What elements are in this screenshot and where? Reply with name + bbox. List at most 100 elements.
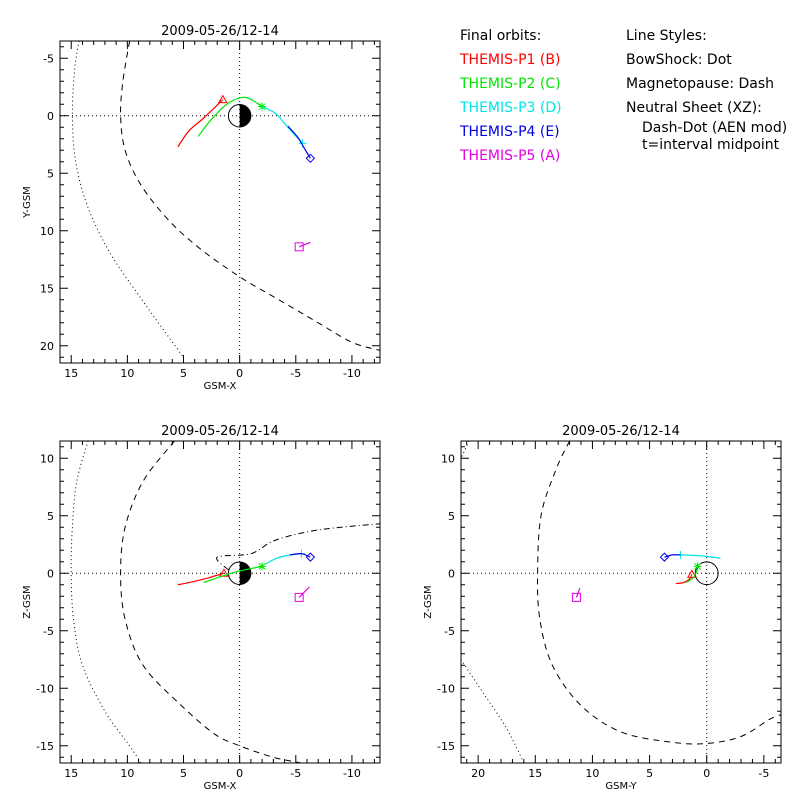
y-axis-label: Z-GSM — [423, 585, 434, 618]
orbit-marker-square — [294, 592, 304, 602]
orbit-marker-triangle — [217, 94, 228, 104]
legend-probe-p5: THEMIS-P5 (A) — [460, 148, 561, 164]
orbit-line-p4 — [287, 125, 311, 159]
orbit-marker-diamond — [659, 552, 670, 562]
y-tick-label: 10 — [40, 452, 54, 465]
x-tick-label: 5 — [180, 767, 187, 780]
x-tick-label: 10 — [585, 767, 599, 780]
y-tick-label: 5 — [448, 510, 455, 523]
magnetopause-line — [537, 441, 781, 745]
legend-probe-p3: THEMIS-P3 (D) — [460, 100, 562, 116]
final-orbits-title: Final orbits: — [460, 28, 542, 44]
y-tick-label: -5 — [43, 625, 54, 638]
earth-circle — [227, 561, 252, 585]
x-tick-label: 0 — [236, 767, 243, 780]
x-tick-label: 5 — [180, 367, 187, 380]
orbit-line-p2 — [197, 96, 263, 137]
orbit-marker-diamond — [305, 552, 316, 562]
style-neutral-sheet-detail: Dash-Dot (AEN mod) — [642, 120, 788, 136]
x-axis-label: GSM-X — [204, 381, 237, 392]
y-tick-label: 0 — [47, 567, 54, 580]
y-tick-label: 15 — [40, 282, 54, 295]
x-tick-label: 0 — [236, 367, 243, 380]
legend-probe-p4: THEMIS-P4 (E) — [460, 124, 560, 140]
magnetopause-line — [120, 441, 302, 763]
legend-probe-p2: THEMIS-P2 (C) — [460, 76, 561, 92]
bow-shock-line — [461, 659, 525, 763]
x-tick-label: -10 — [343, 767, 361, 780]
x-tick-label: 10 — [120, 367, 134, 380]
plot-frame — [59, 440, 381, 764]
orbit-line-p5 — [575, 587, 581, 598]
orbit-line-p4 — [290, 553, 311, 558]
style-time-note: t=interval midpoint — [642, 137, 780, 153]
style-magnetopause: Magnetopause: Dash — [626, 76, 775, 92]
orbit-marker-square — [571, 592, 581, 602]
y-tick-label: -10 — [36, 682, 54, 695]
plot-area — [60, 441, 380, 763]
style-bowshock: BowShock: Dot — [626, 52, 732, 68]
panel-title: 2009-05-26/12-14 — [161, 424, 279, 439]
y-tick-label: 10 — [40, 225, 54, 238]
x-tick-label: 15 — [64, 767, 78, 780]
x-tick-label: 10 — [120, 767, 134, 780]
x-tick-label: -5 — [758, 767, 769, 780]
y-tick-label: -15 — [36, 740, 54, 753]
earth-circle — [227, 104, 252, 128]
orbit-marker-triangle — [686, 569, 697, 578]
bow-shock-line — [461, 441, 470, 459]
orbit-marker-asterisk — [693, 562, 702, 571]
orbit-line-p1 — [177, 99, 224, 148]
panel-title: 2009-05-26/12-14 — [161, 24, 279, 39]
orbit-line-p4 — [664, 554, 681, 558]
orbit-line-p1 — [675, 574, 693, 585]
earth-night-side — [239, 562, 251, 585]
plot-frame — [59, 40, 381, 364]
style-neutral-sheet: Neutral Sheet (XZ): — [626, 100, 762, 116]
x-tick-label: -5 — [290, 767, 301, 780]
orbit-marker-triangle — [219, 568, 229, 577]
y-tick-label: -10 — [437, 682, 455, 695]
plot-area — [60, 41, 380, 363]
panel-title: 2009-05-26/12-14 — [562, 424, 680, 439]
line-styles-title: Line Styles: — [626, 28, 707, 44]
final-orbits-legend: Final orbits: THEMIS-P1 (B) THEMIS-P2 (C… — [460, 24, 562, 168]
orbit-line-p2 — [203, 565, 263, 584]
x-tick-label: -5 — [290, 367, 301, 380]
neutral-sheet-line — [216, 523, 380, 571]
earth-night-side — [239, 104, 251, 127]
x-tick-label: 0 — [703, 767, 710, 780]
y-tick-label: -15 — [437, 740, 455, 753]
earth-circle — [694, 561, 719, 586]
x-tick-label: 20 — [471, 767, 485, 780]
y-tick-label: 0 — [448, 567, 455, 580]
orbit-marker-asterisk — [258, 102, 267, 111]
y-axis-label: Y-GSM — [22, 186, 33, 219]
panel-yz: 20 15 10 5 0 -5 10 5 0 -5 -10 -15 2009-05-26/12-14 GS… — [423, 424, 782, 792]
orbit-line-p3 — [261, 106, 303, 144]
bow-shock-line — [71, 41, 184, 358]
line-styles-legend: Line Styles: BowShock: Dot Magnetopause:… — [626, 24, 787, 154]
y-tick-label: 5 — [47, 510, 54, 523]
y-tick-label: 20 — [40, 340, 54, 353]
x-axis-label: GSM-Y — [605, 781, 637, 792]
bow-shock-line — [70, 441, 142, 763]
orbit-marker-square — [294, 242, 304, 252]
y-tick-label: 10 — [441, 452, 455, 465]
x-tick-label: 5 — [646, 767, 653, 780]
y-axis-label: Z-GSM — [22, 585, 33, 618]
panel-xz: 15 10 5 0 -5 -10 10 5 0 -5 -10 -15 2009-05-26/12-14 G… — [22, 424, 381, 792]
x-tick-label: 15 — [528, 767, 542, 780]
magnetopause-line — [120, 41, 380, 351]
x-tick-label: 15 — [64, 367, 78, 380]
orbit-line-p5 — [298, 586, 310, 598]
y-tick-label: 5 — [47, 167, 54, 180]
x-axis-label: GSM-X — [204, 781, 237, 792]
orbit-line-p3 — [265, 553, 302, 565]
orbit-line-p3 — [680, 554, 721, 559]
x-tick-label: -10 — [343, 367, 361, 380]
orbit-line-p5 — [298, 241, 311, 248]
orbit-line-p1 — [177, 572, 225, 586]
panel-xy: 15 10 5 0 -5 -10 -5 0 5 10 15 20 2009-05-26/12-14 GSM… — [22, 24, 381, 392]
